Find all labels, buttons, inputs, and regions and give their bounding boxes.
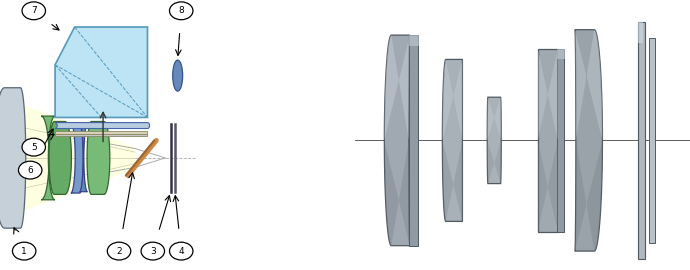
Polygon shape — [21, 104, 135, 212]
Polygon shape — [87, 122, 110, 194]
Polygon shape — [638, 22, 643, 43]
Circle shape — [22, 138, 46, 156]
Polygon shape — [55, 27, 148, 117]
Polygon shape — [49, 122, 72, 194]
Polygon shape — [442, 140, 462, 221]
Text: 1: 1 — [21, 247, 27, 256]
Polygon shape — [409, 35, 419, 46]
Polygon shape — [0, 88, 26, 228]
Circle shape — [108, 242, 131, 260]
Polygon shape — [575, 30, 602, 140]
Polygon shape — [538, 49, 558, 140]
Polygon shape — [384, 140, 410, 246]
Text: 6: 6 — [28, 166, 33, 175]
Polygon shape — [71, 123, 83, 193]
Polygon shape — [384, 35, 410, 140]
Polygon shape — [487, 97, 501, 184]
Bar — [55, 131, 148, 134]
Polygon shape — [442, 59, 462, 221]
Text: 2: 2 — [116, 247, 122, 256]
Bar — [638, 22, 645, 259]
Text: 7: 7 — [31, 6, 37, 15]
Polygon shape — [487, 97, 501, 140]
Polygon shape — [575, 30, 602, 251]
Text: 3: 3 — [150, 247, 156, 256]
Polygon shape — [538, 140, 558, 232]
Text: 4: 4 — [179, 247, 184, 256]
Circle shape — [170, 242, 193, 260]
Polygon shape — [575, 140, 602, 251]
Polygon shape — [79, 124, 88, 192]
Bar — [409, 35, 418, 246]
Circle shape — [22, 2, 46, 20]
Polygon shape — [442, 59, 462, 140]
Circle shape — [170, 2, 193, 20]
Circle shape — [12, 242, 36, 260]
Polygon shape — [55, 123, 150, 129]
Polygon shape — [538, 49, 558, 232]
Polygon shape — [41, 116, 55, 200]
Polygon shape — [557, 49, 564, 59]
Polygon shape — [384, 35, 410, 246]
Bar — [649, 38, 656, 243]
Circle shape — [141, 242, 164, 260]
Bar — [55, 134, 148, 136]
Circle shape — [19, 161, 42, 179]
Text: 8: 8 — [178, 6, 184, 15]
Polygon shape — [487, 140, 501, 184]
Ellipse shape — [172, 60, 183, 91]
Text: 5: 5 — [31, 143, 37, 152]
Bar — [557, 49, 564, 232]
